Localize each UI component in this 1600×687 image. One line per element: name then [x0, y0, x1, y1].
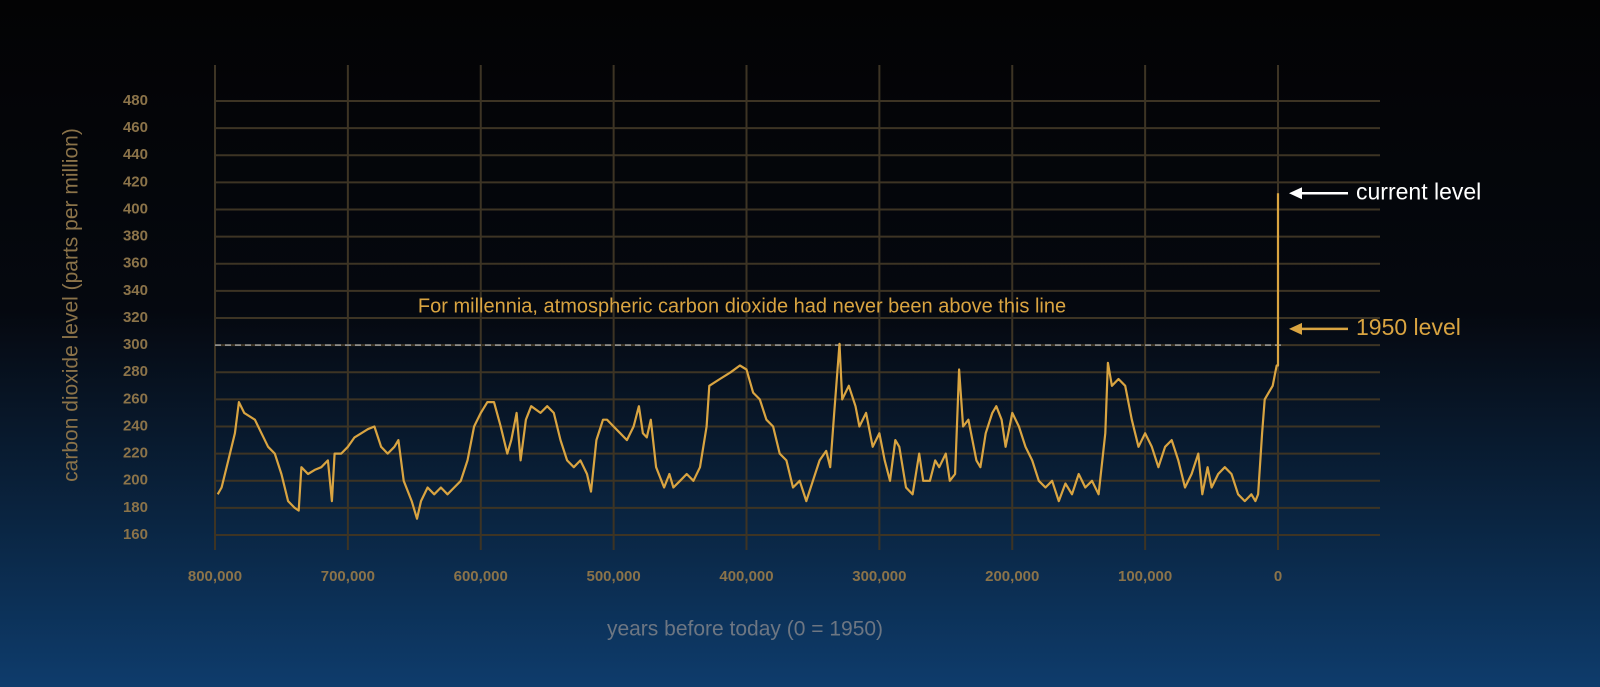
y-tick-label: 460 [123, 119, 148, 136]
y-tick-label: 240 [123, 417, 148, 434]
y-tick-label: 220 [123, 445, 148, 462]
arrow-head [1289, 187, 1302, 200]
y-tick-label: 280 [123, 363, 148, 380]
y-tick-label: 400 [123, 200, 148, 217]
annotation-label: current level [1356, 178, 1481, 204]
y-tick-label: 320 [123, 309, 148, 326]
x-tick-label: 800,000 [188, 568, 242, 585]
x-tick-label: 0 [1274, 568, 1282, 585]
x-tick-label: 100,000 [1118, 568, 1172, 585]
x-tick-label: 200,000 [985, 568, 1039, 585]
y-tick-label: 480 [123, 92, 148, 109]
y-tick-label: 260 [123, 390, 148, 407]
x-tick-label: 500,000 [587, 568, 641, 585]
x-axis-title: years before today (0 = 1950) [607, 618, 883, 641]
y-tick-label: 360 [123, 255, 148, 272]
y-tick-label: 200 [123, 472, 148, 489]
arrow-head [1289, 322, 1302, 335]
x-tick-label: 700,000 [321, 568, 375, 585]
reference-label: For millennia, atmospheric carbon dioxid… [418, 295, 1066, 317]
annotation-label: 1950 level [1356, 314, 1461, 340]
y-tick-label: 440 [123, 146, 148, 163]
x-tick-label: 400,000 [719, 568, 773, 585]
y-tick-label: 420 [123, 173, 148, 190]
y-tick-label: 160 [123, 526, 148, 543]
y-tick-label: 380 [123, 228, 148, 245]
y-tick-label: 180 [123, 499, 148, 516]
y-axis-title: carbon dioxide level (parts per million) [60, 128, 83, 482]
y-tick-label: 300 [123, 336, 148, 353]
x-tick-label: 300,000 [852, 568, 906, 585]
data-line [216, 193, 1280, 520]
y-tick-label: 340 [123, 282, 148, 299]
x-tick-label: 600,000 [454, 568, 508, 585]
